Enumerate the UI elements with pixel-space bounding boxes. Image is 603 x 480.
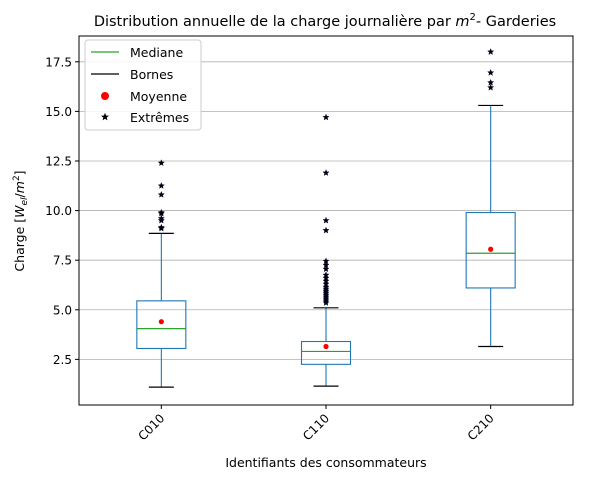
outlier-star	[487, 78, 495, 86]
outlier-star	[322, 274, 330, 282]
outlier-star	[322, 283, 330, 290]
y-tick-label: 15.0	[45, 105, 72, 119]
outlier-star	[322, 216, 330, 224]
legend-moyenne-label: Moyenne	[130, 89, 187, 104]
outlier-star	[487, 68, 495, 76]
y-tick-label: 5.0	[53, 303, 72, 317]
outlier-star	[322, 271, 330, 279]
outlier-star	[322, 287, 330, 294]
x-axis-ticks: C010 C110 C210	[135, 405, 497, 443]
x-tick-label: C010	[135, 411, 167, 443]
outlier-star	[322, 295, 330, 302]
legend-item-bornes: Bornes	[91, 67, 173, 82]
outlier-star	[322, 265, 330, 273]
legend-mediane-label: Mediane	[130, 45, 183, 60]
outlier-star	[157, 216, 165, 224]
legend-bornes-label: Bornes	[130, 67, 173, 82]
outlier-star	[157, 190, 165, 198]
legend-item-extremes: Extrêmes	[101, 110, 189, 125]
outlier-star	[322, 293, 330, 300]
outlier-star	[157, 159, 165, 166]
outlier-star	[157, 214, 165, 222]
y-axis-label: Charge [Wel/m2]	[12, 170, 30, 271]
box-c010	[136, 159, 187, 388]
legend-extremes-star	[101, 112, 109, 121]
legend-moyenne-dot	[101, 92, 109, 100]
outlier-star	[322, 285, 330, 292]
iqr-box	[136, 300, 187, 350]
mean-dot	[488, 246, 494, 252]
outlier-star	[157, 208, 165, 216]
outlier-star	[487, 83, 495, 91]
outlier-star	[322, 291, 330, 298]
x-tick-label: C110	[300, 411, 332, 443]
outlier-star	[322, 257, 330, 265]
outlier-star	[322, 299, 330, 306]
legend-extremes-label: Extrêmes	[130, 110, 189, 125]
y-tick-label: 12.5	[45, 154, 72, 168]
legend-item-moyenne: Moyenne	[101, 89, 187, 104]
y-tick-label: 7.5	[53, 254, 72, 268]
x-tick-label: C210	[465, 411, 497, 443]
outlier-star	[322, 226, 330, 234]
box-plots	[136, 48, 516, 388]
outlier-star	[157, 182, 165, 189]
mean-dot	[158, 319, 164, 325]
outlier-star	[487, 48, 495, 55]
y-axis-ticks: 2.5 5.0 7.5 10.0 12.5 15.0 17.5	[45, 55, 79, 367]
outlier-star	[322, 113, 330, 121]
outlier-star	[322, 289, 330, 296]
legend-box	[84, 39, 202, 131]
y-tick-label: 10.0	[45, 204, 72, 218]
outlier-star	[322, 169, 330, 176]
x-axis-label: Identifiants des consommateurs	[225, 455, 426, 470]
legend: Mediane Bornes Moyenne Extrêmes	[84, 39, 202, 131]
outlier-star	[322, 261, 330, 269]
mean-dot	[323, 343, 329, 350]
legend-item-mediane: Mediane	[91, 45, 183, 60]
iqr-box	[300, 340, 352, 365]
box-c210	[465, 48, 516, 348]
y-tick-label: 2.5	[53, 353, 72, 367]
chart-title: Distribution annuelle de la charge journ…	[94, 12, 556, 30]
outlier-star	[157, 223, 165, 231]
outlier-star	[322, 280, 330, 288]
outlier-star	[322, 297, 330, 304]
outlier-star	[322, 277, 330, 285]
iqr-box	[465, 212, 516, 289]
box-c110	[300, 113, 352, 387]
y-tick-label: 17.5	[45, 55, 72, 69]
